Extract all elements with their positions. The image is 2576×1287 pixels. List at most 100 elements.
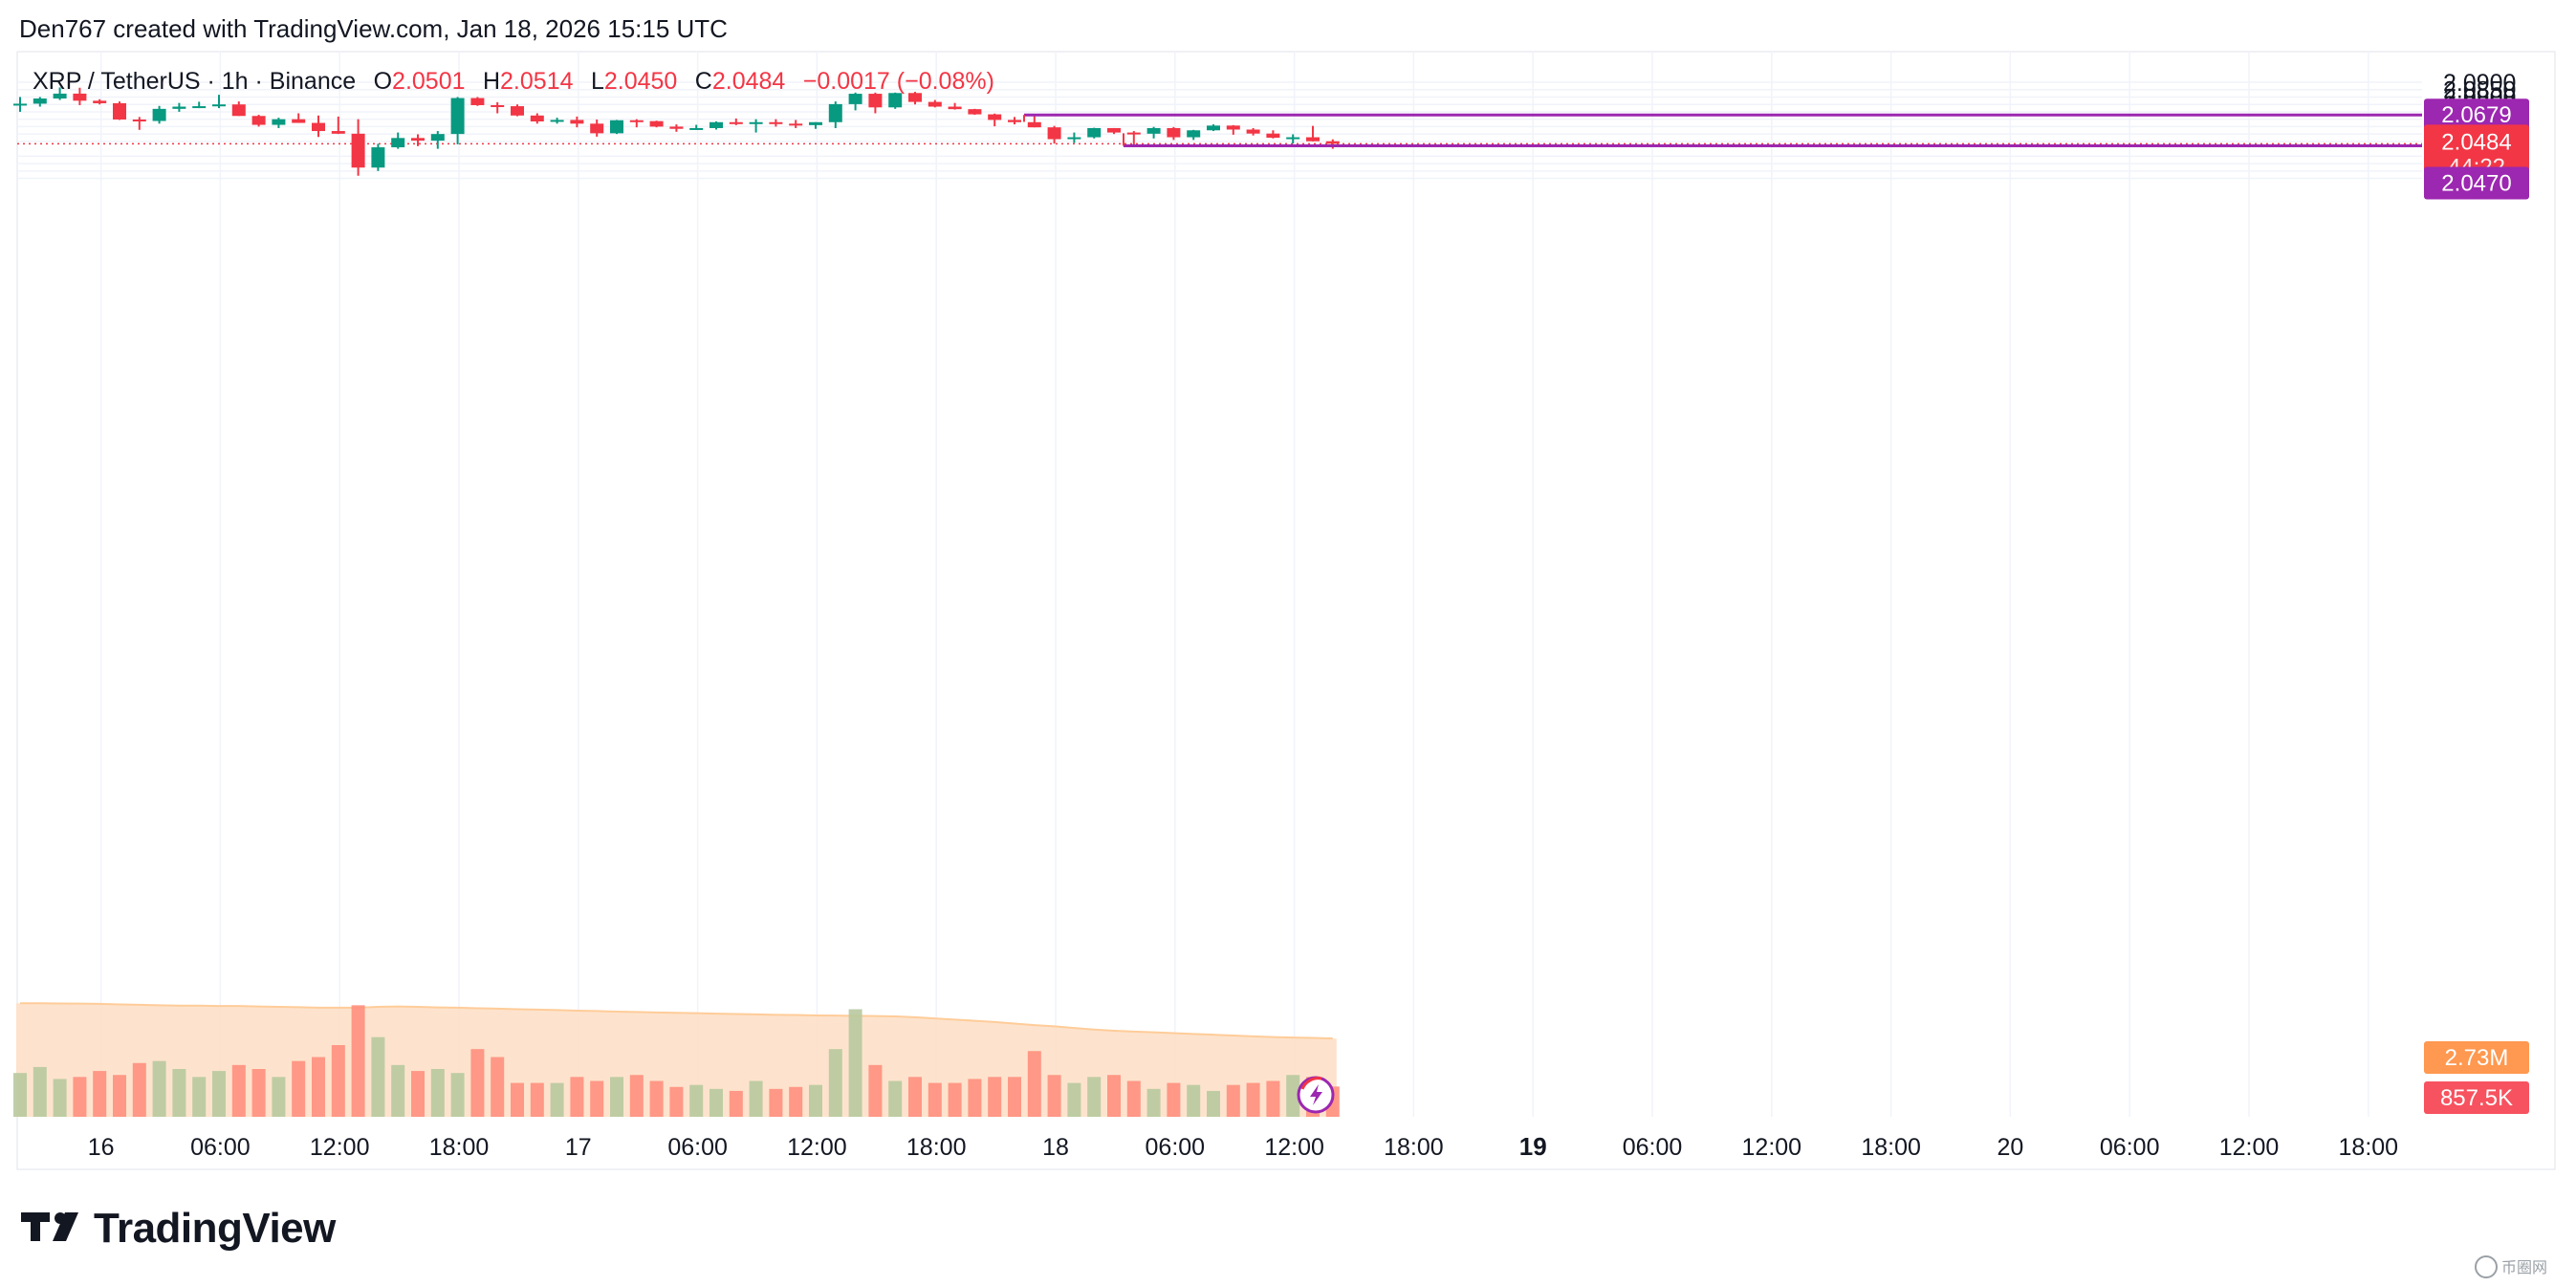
- candle[interactable]: [590, 119, 604, 137]
- candle[interactable]: [948, 102, 962, 110]
- candle[interactable]: [351, 119, 365, 176]
- candle[interactable]: [272, 118, 286, 128]
- candle[interactable]: [212, 95, 226, 109]
- candle[interactable]: [491, 101, 505, 114]
- candle[interactable]: [789, 120, 803, 128]
- candle[interactable]: [450, 97, 465, 144]
- candle[interactable]: [868, 92, 883, 114]
- candle[interactable]: [669, 124, 684, 132]
- candle[interactable]: [1027, 115, 1041, 128]
- legend-low: 2.0450: [604, 68, 677, 95]
- candle-body: [610, 120, 623, 134]
- candle-body: [1146, 127, 1161, 134]
- lightning-icon[interactable]: [1297, 1076, 1335, 1114]
- candle[interactable]: [689, 124, 704, 130]
- candle[interactable]: [968, 108, 982, 116]
- candle[interactable]: [73, 87, 87, 105]
- candle[interactable]: [848, 92, 862, 111]
- candle[interactable]: [113, 101, 126, 120]
- candle[interactable]: [371, 143, 385, 171]
- candle[interactable]: [1008, 117, 1021, 125]
- candle[interactable]: [33, 97, 47, 107]
- candle[interactable]: [470, 97, 485, 106]
- time-tick-label: 18:00: [429, 1134, 490, 1161]
- level-tag-lower: 2.0470: [2441, 171, 2511, 197]
- candle-body: [968, 109, 982, 115]
- candle[interactable]: [1207, 124, 1220, 132]
- candle[interactable]: [391, 132, 405, 149]
- volume-bar: [769, 1088, 783, 1117]
- candle[interactable]: [1087, 127, 1102, 139]
- volume-bar: [908, 1077, 922, 1117]
- candle[interactable]: [1107, 127, 1121, 135]
- candle[interactable]: [809, 121, 822, 129]
- candle[interactable]: [231, 101, 246, 117]
- candle[interactable]: [908, 92, 922, 105]
- candle-body: [470, 98, 485, 105]
- candle[interactable]: [988, 113, 1002, 127]
- candle[interactable]: [331, 116, 345, 135]
- level-lines[interactable]: [1023, 113, 2422, 148]
- volume-bar: [152, 1060, 166, 1117]
- candle[interactable]: [251, 115, 266, 127]
- candle-body: [689, 127, 704, 130]
- candle[interactable]: [1167, 126, 1181, 141]
- candle[interactable]: [192, 101, 207, 109]
- candle[interactable]: [530, 113, 544, 124]
- candle[interactable]: [828, 101, 842, 128]
- credit-text: Den767 created with TradingView.com, Jan…: [19, 14, 728, 43]
- candle[interactable]: [411, 134, 425, 146]
- price-tick-label: 2.0900: [2443, 70, 2516, 97]
- candle[interactable]: [649, 120, 664, 128]
- candle[interactable]: [1246, 127, 1260, 136]
- candle-body: [948, 106, 962, 110]
- time-tick-label: 12:00: [1742, 1134, 1802, 1161]
- candle[interactable]: [769, 119, 783, 127]
- candle[interactable]: [928, 99, 942, 108]
- volume-bar: [629, 1075, 644, 1117]
- candle[interactable]: [1146, 126, 1161, 139]
- candle[interactable]: [1286, 134, 1300, 144]
- candle[interactable]: [709, 120, 723, 130]
- tradingview-logo[interactable]: TradingView: [21, 1205, 338, 1252]
- candle[interactable]: [610, 120, 623, 135]
- volume-bar: [371, 1036, 385, 1117]
- candle[interactable]: [511, 104, 524, 117]
- candle[interactable]: [1266, 130, 1280, 139]
- candle[interactable]: [1047, 125, 1061, 144]
- candle-body: [13, 103, 27, 106]
- candle[interactable]: [152, 105, 166, 124]
- candle-body: [928, 101, 942, 107]
- candle[interactable]: [1306, 125, 1320, 142]
- candle-body: [93, 100, 107, 103]
- candle[interactable]: [1067, 132, 1081, 143]
- candle[interactable]: [312, 115, 325, 138]
- candles[interactable]: [13, 87, 1340, 176]
- candle[interactable]: [132, 117, 146, 130]
- candle[interactable]: [888, 92, 903, 109]
- candle-body: [1266, 133, 1280, 139]
- candle[interactable]: [729, 118, 743, 125]
- candle[interactable]: [292, 113, 306, 123]
- candle-body: [1126, 132, 1141, 135]
- candle[interactable]: [53, 87, 67, 100]
- candle-body: [629, 120, 644, 122]
- time-tick-label: 06:00: [190, 1134, 251, 1161]
- candle[interactable]: [570, 116, 584, 128]
- candle[interactable]: [1187, 129, 1201, 141]
- candle-body: [988, 114, 1002, 120]
- candle[interactable]: [1126, 131, 1141, 146]
- candle[interactable]: [1226, 124, 1240, 135]
- candle[interactable]: [93, 98, 107, 105]
- candle[interactable]: [749, 119, 763, 133]
- candle[interactable]: [629, 119, 644, 128]
- candle[interactable]: [13, 97, 27, 112]
- candle[interactable]: [430, 131, 445, 149]
- legend-open: 2.0501: [392, 68, 465, 95]
- time-axis[interactable]: 16 06:00 12:00 18:00 17 06:00 12:00 18:00 18 06:0…: [88, 1132, 2398, 1161]
- candle[interactable]: [550, 118, 564, 124]
- candle-body: [848, 94, 862, 104]
- candle[interactable]: [172, 102, 186, 112]
- price-axis[interactable]: 2.09002.08502.08002.07502.07002.06502.06…: [2424, 70, 2529, 1114]
